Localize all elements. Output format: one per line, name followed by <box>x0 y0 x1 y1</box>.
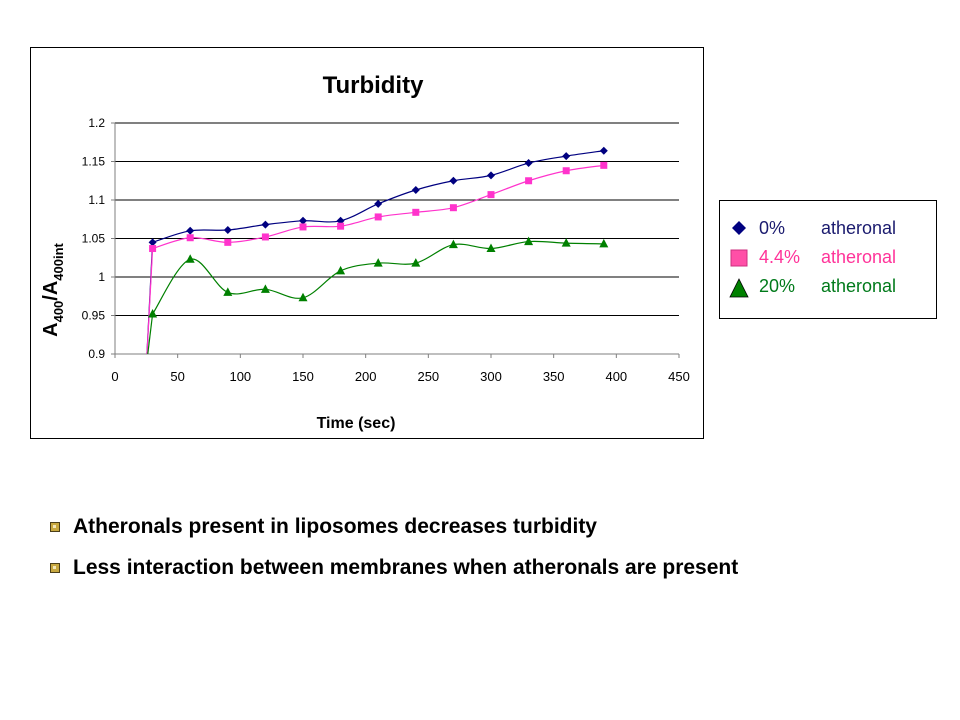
y-tick-label: 1 <box>98 270 105 284</box>
square-point <box>337 222 345 230</box>
diamond-point <box>562 152 571 161</box>
series-0pct-line <box>152 150 604 243</box>
triangle-point <box>260 284 270 293</box>
x-tick-label: 350 <box>543 369 565 384</box>
diamond-point <box>411 185 420 194</box>
triangle-point <box>524 236 534 246</box>
legend-item-20pct: 20% atheronal <box>720 274 936 300</box>
diamond-point <box>487 171 495 180</box>
bullet-square-icon <box>50 563 60 573</box>
y-tick-label: 0.9 <box>88 347 105 361</box>
diamond-point <box>186 226 195 235</box>
legend-item-4-4pct: 4.4% atheronal <box>720 245 936 271</box>
legend-series-label: atheronal <box>821 276 897 296</box>
x-tick-label: 50 <box>170 369 184 384</box>
legend-series-label: atheronal <box>821 218 897 238</box>
legend-triangle-marker <box>729 278 749 298</box>
legend-pct-label: 4.4% <box>759 247 801 267</box>
diamond-point <box>449 176 458 185</box>
square-point <box>562 167 570 175</box>
triangle-point <box>336 265 346 275</box>
triangle-point <box>223 287 233 296</box>
chart-frame: 0.9 0.95 1 1.05 1.1 1.15 1.2 0 50 100 150 200 250 300… <box>30 47 704 439</box>
y-tick-label: 1.1 <box>88 193 105 207</box>
bullet-list: Atheronals present in liposomes decrease… <box>48 512 948 594</box>
series-20pct-lead <box>147 313 154 354</box>
x-tick-label: 100 <box>229 369 251 384</box>
bullet-text: Less interaction between membranes when … <box>73 556 739 579</box>
x-axis-label: Time (sec) <box>317 415 396 432</box>
square-point <box>449 204 457 212</box>
y-tick-label: 1.15 <box>82 155 106 169</box>
x-tick-label: 0 <box>111 369 118 384</box>
square-point <box>374 213 382 221</box>
triangle-point <box>298 292 308 302</box>
square-point <box>525 177 533 185</box>
bullet-text: Atheronals present in liposomes decrease… <box>73 515 597 538</box>
square-point <box>149 245 157 253</box>
triangle-point <box>411 258 421 267</box>
turbidity-chart: 0.9 0.95 1 1.05 1.1 1.15 1.2 0 50 100 150 200 250 300… <box>40 72 690 432</box>
y-tick-label: 1.05 <box>82 232 106 246</box>
legend-square-marker <box>730 249 748 267</box>
x-tick-label: 250 <box>417 369 439 384</box>
triangle-point <box>599 238 609 248</box>
diamond-point <box>599 146 608 155</box>
legend-diamond-marker <box>732 221 746 235</box>
square-point <box>186 234 194 242</box>
square-point <box>412 208 420 216</box>
legend-item-0pct: 0% atheronal <box>720 216 936 242</box>
triangle-point <box>148 308 158 318</box>
x-tick-label: 400 <box>605 369 627 384</box>
chart-title: Turbidity <box>323 72 425 99</box>
triangle-point <box>561 238 571 247</box>
legend-pct-label: 0% <box>759 218 786 238</box>
y-axis-label: A400/A400int <box>40 242 66 336</box>
bullet-square-icon <box>50 522 60 532</box>
x-tick-label: 150 <box>292 369 314 384</box>
x-tick-label: 450 <box>668 369 690 384</box>
legend-series-label: atheronal <box>821 247 897 267</box>
square-point <box>224 238 232 246</box>
diamond-point <box>524 159 533 168</box>
diamond-point <box>299 216 307 225</box>
legend-pct-label: 20% <box>759 276 796 296</box>
diamond-point <box>148 238 157 247</box>
square-point <box>600 161 608 169</box>
x-tick-label: 200 <box>355 369 377 384</box>
square-point <box>487 191 495 199</box>
diamond-point <box>223 226 232 235</box>
bullet-item: Less interaction between membranes when … <box>48 553 948 587</box>
x-tick-label: 300 <box>480 369 502 384</box>
triangle-point <box>448 239 458 249</box>
y-tick-label: 1.2 <box>88 116 105 130</box>
series-20pct-line <box>152 240 604 315</box>
y-tick-label: 0.95 <box>82 309 106 323</box>
series-4-4pct-lead <box>146 248 154 354</box>
triangle-point <box>373 258 383 267</box>
square-point <box>299 223 307 231</box>
bullet-item: Atheronals present in liposomes decrease… <box>48 512 948 546</box>
diamond-point <box>261 220 270 229</box>
square-point <box>261 233 269 241</box>
triangle-point <box>486 243 496 253</box>
diamond-point <box>374 199 383 208</box>
chart-legend: 0% atheronal 4.4% atheronal 20% atherona… <box>719 200 937 319</box>
triangle-point <box>185 254 195 263</box>
